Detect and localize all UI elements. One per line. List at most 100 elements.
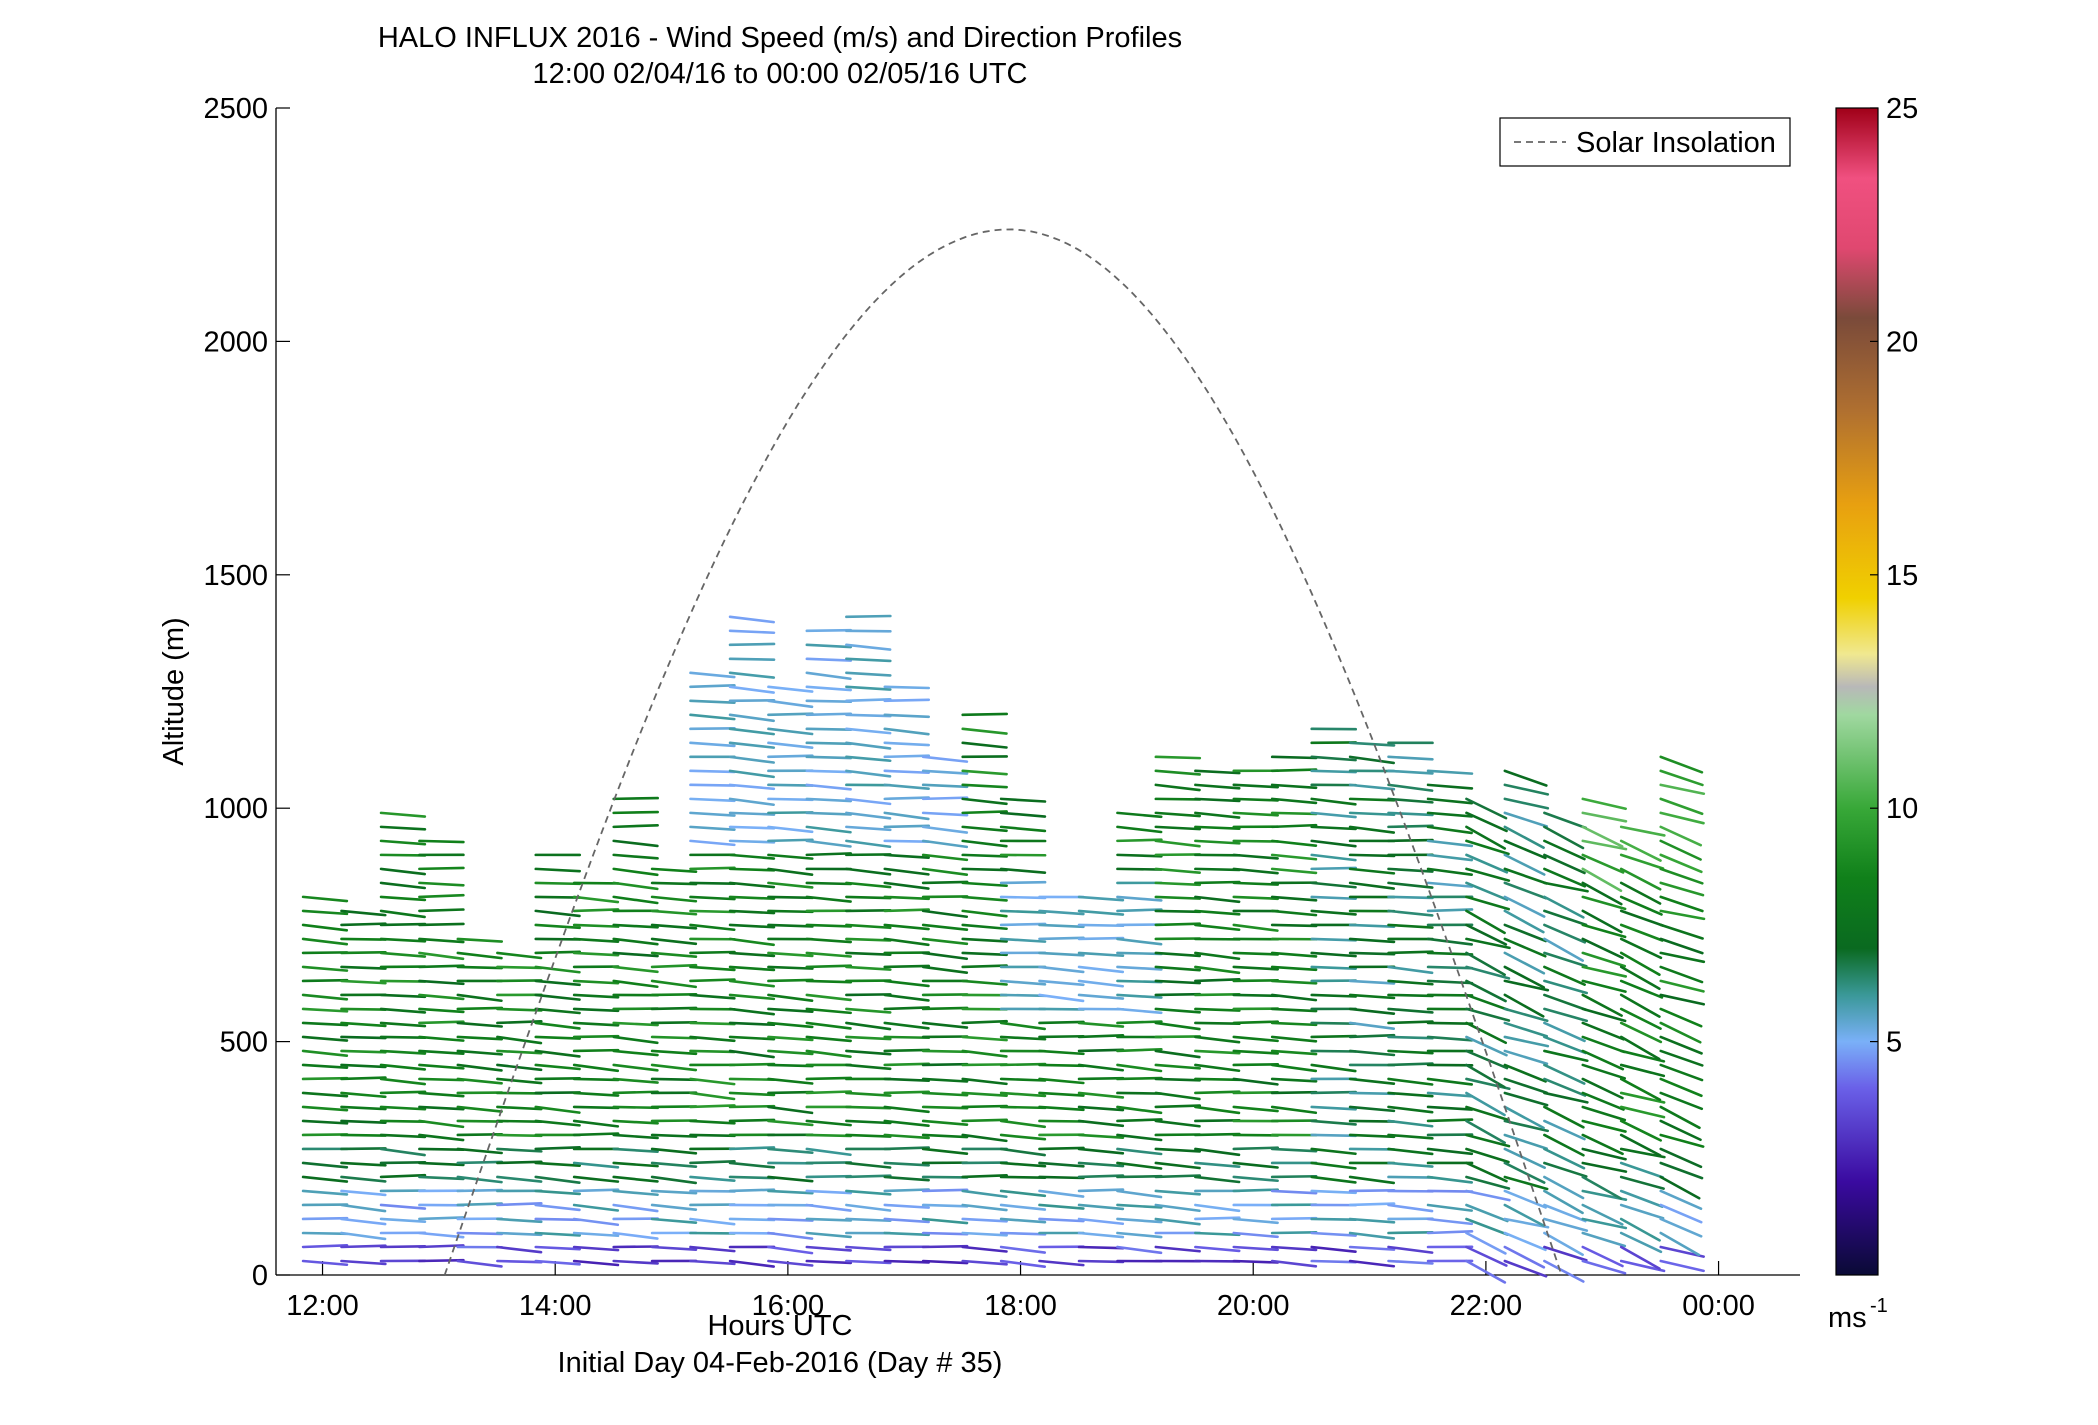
wind-barb [883, 853, 930, 860]
wind-barb [340, 1231, 387, 1241]
wind-barb [534, 867, 581, 873]
wind-barb [1348, 1245, 1396, 1251]
wind-barb [612, 853, 659, 860]
wind-barb [1038, 1020, 1085, 1025]
wind-barb [961, 1245, 1008, 1253]
wind-barb [1116, 1063, 1163, 1073]
wind-barb [379, 1161, 427, 1165]
wind-barb [1270, 755, 1318, 760]
wind-barb [1387, 1105, 1434, 1114]
wind-barb [805, 769, 853, 774]
wind-barb [999, 1147, 1046, 1157]
wind-barb [1077, 1063, 1125, 1072]
wind-barb [1154, 797, 1202, 801]
wind-barb [1543, 993, 1588, 1012]
wind-barb [572, 1203, 620, 1212]
wind-barb [1348, 1189, 1396, 1193]
wind-barb [1659, 1063, 1704, 1082]
wind-barb [1077, 909, 1125, 916]
wind-barb [1194, 880, 1241, 885]
wind-barb [805, 839, 852, 848]
wind-barb [1154, 1174, 1202, 1179]
wind-barb [805, 825, 852, 834]
wind-barb [1194, 797, 1241, 803]
colorbar-tick-label: 15 [1886, 560, 1918, 592]
wind-barb [612, 1021, 659, 1027]
wind-barb [1619, 1119, 1662, 1142]
wind-barb [845, 937, 892, 942]
wind-barb [689, 895, 736, 901]
wind-barb [1581, 1175, 1623, 1200]
wind-barb [1154, 1007, 1201, 1014]
wind-barb [418, 1091, 465, 1098]
wind-barb [1619, 965, 1661, 991]
wind-barb [728, 1175, 776, 1180]
wind-barb [612, 1119, 659, 1125]
wind-barb [961, 1091, 1008, 1097]
wind-barb [767, 1147, 814, 1155]
wind-barb [1348, 1217, 1396, 1224]
wind-barb [340, 1133, 387, 1137]
wind-barb [1194, 1007, 1241, 1012]
wind-barb [1619, 993, 1661, 1018]
wind-barb [418, 839, 465, 844]
wind-barb [340, 922, 387, 927]
wind-barb [921, 909, 969, 919]
wind-barb [1659, 951, 1706, 964]
wind-barb [1038, 1034, 1085, 1039]
wind-barb [1387, 1062, 1434, 1067]
wind-barb [1387, 797, 1434, 804]
wind-barb [534, 1063, 581, 1071]
wind-barb [1310, 1161, 1357, 1170]
wind-barb [1077, 965, 1125, 974]
wind-barb [767, 978, 814, 983]
wind-barb [1232, 1105, 1279, 1113]
wind-barb [1543, 1119, 1586, 1141]
wind-barb [1348, 1202, 1396, 1207]
wind-barb [418, 866, 465, 871]
wind-barb [612, 1203, 659, 1213]
wind-barb [534, 1245, 581, 1251]
wind-barb [1581, 965, 1628, 978]
wind-barb [650, 1175, 697, 1185]
wind-barb [1581, 1147, 1627, 1161]
wind-barb [1116, 1161, 1163, 1170]
wind-barb [1348, 1231, 1396, 1240]
wind-barb [689, 783, 736, 787]
wind-barb [728, 825, 776, 830]
wind-barb [1465, 1175, 1511, 1190]
wind-barb [1426, 951, 1474, 956]
wind-barb [728, 993, 776, 1001]
wind-barb [1154, 979, 1202, 985]
wind-barb [379, 909, 426, 919]
wind-barb [845, 881, 892, 889]
wind-barb [1659, 1259, 1705, 1273]
wind-barb [650, 1035, 698, 1040]
wind-barb [650, 1147, 698, 1155]
wind-barb [1503, 1175, 1549, 1191]
wind-barb [379, 1035, 427, 1039]
wind-barb [689, 825, 736, 831]
wind-barb [1194, 1245, 1241, 1253]
wind-barb [1348, 1119, 1396, 1123]
wind-barb [845, 908, 892, 913]
wind-barb [883, 1021, 930, 1030]
wind-barb [1659, 825, 1703, 847]
wind-barb [961, 712, 1008, 717]
wind-barb [728, 769, 775, 779]
wind-barb [379, 979, 427, 983]
wind-barb [728, 1062, 776, 1067]
wind-barb [379, 1077, 427, 1086]
wind-barb [921, 1147, 969, 1155]
wind-barb [379, 1090, 427, 1095]
wind-barb [1116, 1047, 1163, 1053]
wind-barb [845, 713, 892, 718]
wind-barb [921, 853, 969, 862]
wind-barb [1194, 1132, 1241, 1137]
wind-barb [845, 614, 892, 619]
wind-barb [961, 825, 1008, 833]
wind-barb [1116, 1174, 1163, 1179]
wind-barb [1619, 923, 1664, 942]
wind-barb [1116, 1133, 1163, 1142]
wind-barb [1426, 908, 1474, 913]
